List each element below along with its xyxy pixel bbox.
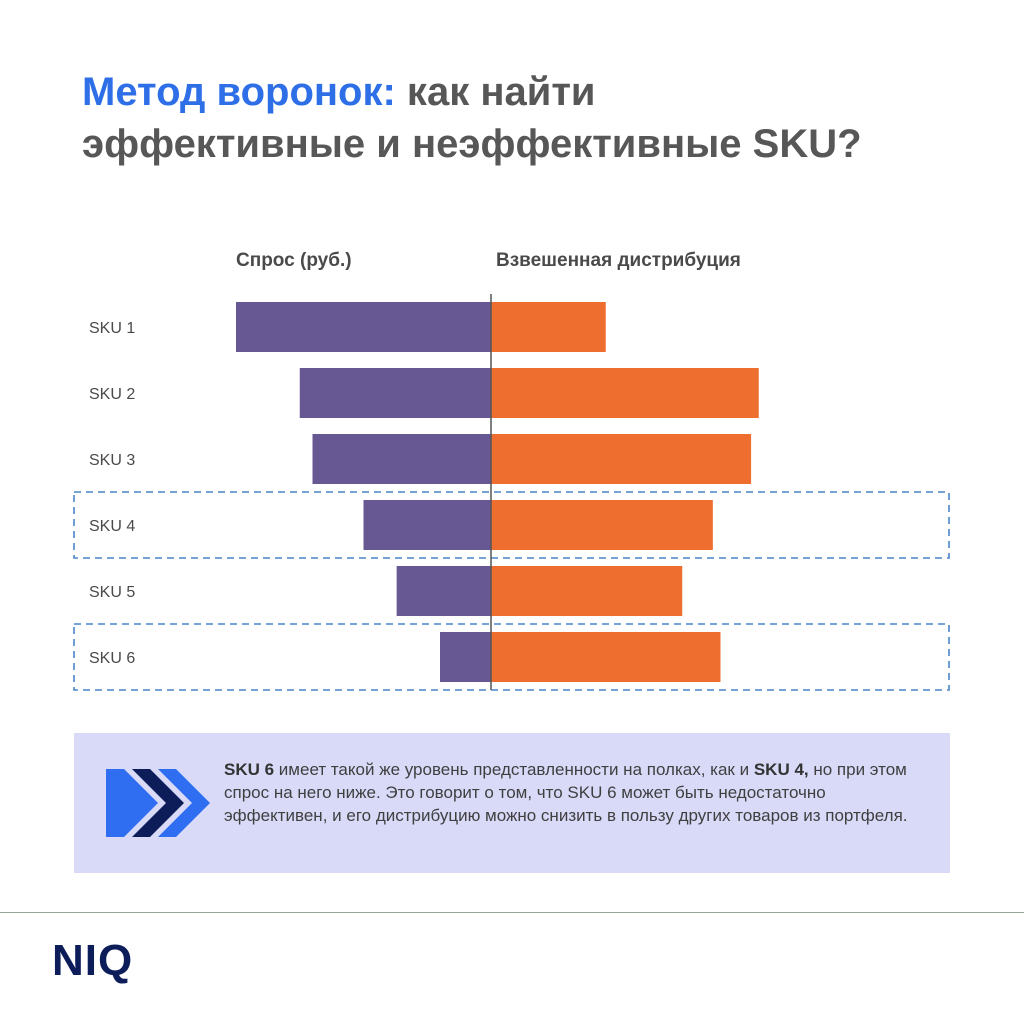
left-column-heading: Спрос (руб.) — [236, 250, 352, 271]
bar-demand-6 — [440, 632, 491, 682]
category-label-4: SKU 4 — [89, 518, 135, 535]
bar-demand-1 — [236, 302, 491, 352]
bar-distribution-2 — [491, 368, 759, 418]
bar-demand-2 — [299, 368, 491, 418]
highlight-box-sku-4 — [73, 491, 950, 559]
footer-divider — [0, 912, 1024, 913]
bar-demand-5 — [396, 566, 491, 616]
bar-distribution-3 — [491, 434, 752, 484]
bar-demand-4 — [363, 500, 491, 550]
insight-callout: SKU 6 имеет такой же уровень представлен… — [74, 733, 950, 873]
callout-part2: но при этом спрос на него ниже. Это гово… — [224, 760, 908, 825]
title-line2: эффективные и неэффективные SKU? — [82, 122, 862, 166]
right-column-heading: Взвешенная дистрибуция — [496, 250, 741, 271]
bar-distribution-4 — [491, 500, 713, 550]
triple-chevron-right-icon — [106, 769, 210, 837]
category-label-1: SKU 1 — [89, 320, 135, 337]
category-label-3: SKU 3 — [89, 452, 135, 469]
callout-sku6: SKU 6 — [224, 760, 275, 779]
callout-sku4: SKU 4, — [753, 760, 809, 779]
niq-logo: NIQ — [52, 936, 134, 985]
highlight-box-sku-6 — [73, 623, 950, 691]
callout-text: SKU 6 имеет такой же уровень представлен… — [224, 758, 924, 827]
bar-distribution-6 — [491, 632, 721, 682]
funnel-chart: SKU 1 SKU 2 SKU 3 SKU 4 SKU 5 SKU 6 — [73, 294, 950, 691]
category-label-5: SKU 5 — [89, 584, 135, 601]
bar-distribution-5 — [491, 566, 683, 616]
callout-part1: имеет такой же уровень представленности … — [274, 760, 754, 779]
title-highlight: Метод воронок: — [82, 70, 396, 114]
bar-distribution-1 — [491, 302, 606, 352]
title-line1-rest: как найти — [395, 70, 596, 114]
category-label-6: SKU 6 — [89, 650, 135, 667]
category-label-2: SKU 2 — [89, 386, 135, 403]
bar-demand-3 — [312, 434, 491, 484]
page-title: Метод воронок: как найти эффективные и н… — [82, 66, 982, 170]
